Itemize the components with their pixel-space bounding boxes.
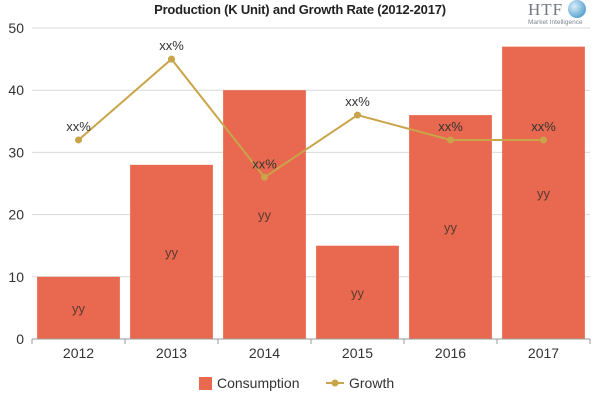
y-tick-label: 40 [8,82,24,98]
line-series [75,55,547,181]
x-tick-label: 2015 [342,345,373,361]
bar-data-label: yy [165,245,179,260]
legend-marker-growth [331,379,339,387]
legend-label-consumption: Consumption [217,375,300,391]
bar [316,245,399,339]
y-tick-label: 50 [8,20,24,36]
bar-data-label: yy [537,186,551,201]
bar-series [37,46,585,339]
globe-icon [568,0,586,18]
bar-data-label: yy [351,285,365,300]
legend: Consumption Growth [199,375,394,391]
legend-label-growth: Growth [349,375,394,391]
x-tick-label: 2016 [435,345,466,361]
growth-point [75,136,82,144]
growth-point [354,111,361,119]
logo-subtitle: Market Intelligence [528,19,583,26]
growth-data-label: xx% [531,119,556,134]
growth-data-label: xx% [252,156,277,171]
growth-data-label: xx% [345,94,370,109]
growth-point [447,136,454,144]
chart-title: Production (K Unit) and Growth Rate (201… [154,2,446,17]
grid-lines [32,27,590,278]
growth-data-label: xx% [438,119,463,134]
y-tick-label: 30 [8,144,24,160]
x-tick-label: 2017 [528,345,559,361]
growth-line [77,57,544,179]
growth-data-label: xx% [159,38,184,53]
y-axis-ticks: 0 10 20 30 40 50 [8,20,24,347]
y-tick-label: 10 [8,269,24,285]
growth-data-label: xx% [66,119,91,134]
growth-point [168,55,175,63]
line-data-labels: xx% xx% xx% xx% xx% xx% [66,38,556,171]
bar [223,90,306,339]
y-tick-label: 20 [8,207,24,223]
bar-data-label: yy [72,301,86,316]
y-tick-label: 0 [16,331,24,347]
bar-data-labels: yy yy yy yy yy yy [72,186,551,316]
growth-point [261,173,268,181]
growth-point [540,136,547,144]
logo-text: HTF [528,0,564,19]
x-tick-label: 2014 [249,345,280,361]
bar-data-label: yy [258,208,272,223]
bar-data-label: yy [444,220,458,235]
bar [409,115,492,339]
bar [37,276,120,339]
x-tick-label: 2013 [156,345,187,361]
x-tick-label: 2012 [63,345,94,361]
bar [130,164,213,339]
legend-swatch-consumption [199,377,212,390]
x-axis: 2012 2013 2014 2015 2016 2017 [31,338,591,361]
htf-logo: HTF Market Intelligence [528,0,592,30]
bar [502,46,585,339]
